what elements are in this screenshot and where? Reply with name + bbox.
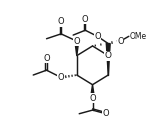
Text: O: O — [102, 109, 109, 118]
Text: O: O — [89, 94, 96, 102]
Text: O: O — [94, 32, 101, 41]
Text: O: O — [58, 73, 64, 82]
Text: O: O — [105, 51, 112, 60]
Text: O: O — [117, 37, 124, 46]
Polygon shape — [75, 41, 79, 56]
Text: O: O — [43, 54, 50, 63]
Polygon shape — [106, 44, 110, 75]
Text: O: O — [82, 15, 89, 24]
Text: O: O — [105, 51, 112, 60]
Text: O: O — [89, 94, 96, 102]
Text: O: O — [73, 37, 80, 46]
Text: OMe: OMe — [130, 32, 147, 41]
Text: O: O — [94, 32, 101, 41]
Text: O: O — [58, 17, 64, 26]
Text: O: O — [117, 37, 124, 46]
Text: O: O — [43, 54, 50, 63]
Text: O: O — [58, 17, 64, 26]
Text: O: O — [58, 73, 64, 82]
Text: O: O — [73, 37, 80, 46]
Text: O: O — [82, 15, 89, 24]
Text: O: O — [102, 109, 109, 118]
Polygon shape — [91, 85, 94, 98]
